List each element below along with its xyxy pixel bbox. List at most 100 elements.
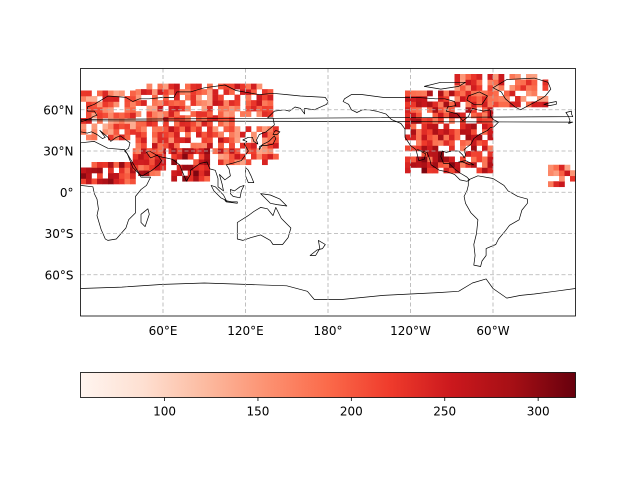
heat-cell [476, 74, 483, 80]
heat-cell [124, 129, 131, 135]
heat-cell [564, 170, 571, 177]
heat-cell [97, 90, 103, 97]
heat-cell [504, 101, 510, 108]
heat-cell [185, 126, 191, 133]
heat-cell [179, 115, 186, 122]
heat-cell [427, 140, 433, 146]
colorbar-ticks: 100 150 200 250 300 [153, 397, 550, 419]
heat-cell [267, 126, 274, 133]
heat-cell [240, 153, 246, 160]
heat-cell [97, 112, 103, 119]
heat-cell [149, 170, 156, 177]
heat-cell [405, 162, 411, 168]
heat-cell [256, 111, 263, 117]
heat-cell [438, 156, 444, 163]
heat-cell [149, 153, 156, 160]
heat-cell [427, 90, 433, 97]
heat-cell [97, 173, 103, 179]
heat-cell [91, 96, 98, 102]
heat-cell [482, 101, 488, 108]
heat-cell [234, 94, 241, 101]
heat-cell [163, 137, 169, 144]
heat-cell [432, 112, 439, 119]
heat-cell [190, 94, 197, 101]
heat-cell [102, 96, 109, 102]
heat-cell [108, 162, 114, 168]
heat-cell [421, 145, 428, 152]
heat-cell [119, 90, 125, 97]
coastline-britain [80, 110, 574, 124]
heat-cell [201, 89, 208, 95]
heat-cell [201, 105, 208, 112]
heat-cell [493, 85, 499, 91]
heat-cell [97, 101, 103, 108]
heat-cell [416, 140, 422, 146]
heat-cell [443, 129, 450, 135]
heat-cell [141, 148, 147, 155]
heat-cell [559, 170, 565, 177]
heat-cell [97, 162, 103, 168]
heat-cell [267, 111, 274, 117]
heat-cell [146, 105, 153, 112]
heat-cell [146, 115, 153, 122]
heat-cell [262, 131, 268, 138]
heat-cell [157, 100, 164, 106]
heat-cell [168, 105, 175, 112]
heat-cell [102, 162, 109, 168]
heat-cell [124, 96, 131, 102]
heat-cell [152, 131, 158, 138]
heat-cell [449, 156, 455, 163]
heat-cell [207, 120, 213, 127]
heat-cell [212, 131, 219, 138]
map-axes: 60°E 120°E 180° 120°W 60°W 60°N30°N0°30°S60°… [43, 68, 576, 338]
heat-cell [487, 123, 494, 130]
heat-cell [157, 115, 164, 122]
heat-cell [262, 89, 268, 95]
heat-cell [273, 137, 279, 144]
heat-cell [113, 123, 120, 130]
heat-cell [515, 96, 521, 102]
heat-cell [471, 123, 477, 130]
heat-cell [108, 178, 114, 185]
heat-cell [135, 131, 142, 138]
heat-cell [204, 153, 211, 160]
coastlines [80, 77, 576, 300]
heat-cell [251, 131, 257, 138]
heat-cell [476, 118, 483, 124]
heat-cell [465, 90, 472, 97]
heat-cell [509, 74, 516, 80]
heat-cell [460, 129, 466, 135]
heat-cell [207, 100, 213, 106]
heat-cell [196, 89, 202, 95]
heat-cell [405, 167, 411, 174]
heat-cell [520, 96, 527, 102]
heat-cell [86, 90, 92, 97]
heat-cell [432, 151, 439, 157]
heat-cell [465, 79, 472, 86]
heat-cell [449, 145, 455, 152]
heat-cell [196, 142, 202, 149]
heat-cell [262, 94, 268, 101]
heat-cell [493, 101, 499, 108]
heat-cell [135, 111, 142, 117]
heat-cell [460, 156, 466, 163]
heat-cell [245, 126, 252, 133]
heat-cell [487, 101, 494, 108]
heat-cell [102, 178, 109, 185]
heat-cell [421, 96, 428, 102]
heat-cell [443, 90, 450, 97]
coastline-northamerica [342, 94, 499, 182]
heat-cell [465, 96, 472, 102]
heat-cell [482, 112, 488, 119]
heat-cell [190, 126, 197, 133]
heat-cell [152, 94, 158, 101]
heat-cell [86, 101, 92, 108]
coastline-iceland [543, 101, 557, 106]
heat-cell [443, 162, 450, 168]
heat-cell [108, 101, 114, 108]
heat-cell [229, 115, 235, 122]
heat-cell [108, 134, 114, 141]
heat-cell [471, 79, 477, 86]
heat-cell [171, 153, 178, 160]
